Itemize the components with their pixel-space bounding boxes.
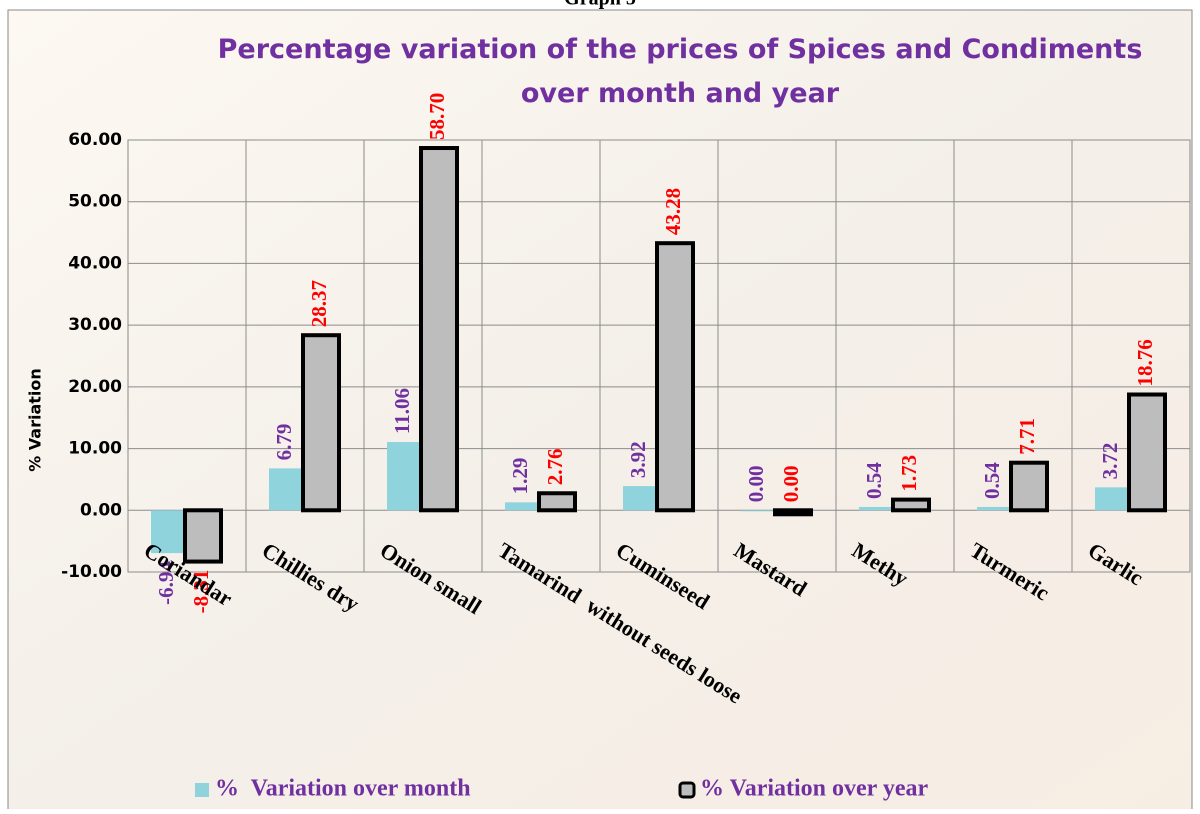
chart: Graph 5 Percentage variation of the pric… [0, 0, 1200, 809]
value-label: 28.37 [307, 280, 331, 327]
value-label: 11.06 [390, 388, 414, 434]
legend-marker [680, 783, 694, 797]
value-label: 0.54 [980, 462, 1004, 499]
year-bar [421, 148, 457, 510]
value-label: 0.54 [862, 462, 886, 499]
title-box: Percentage variation of the prices of Sp… [180, 28, 1180, 138]
y-tick-label: 40.00 [68, 253, 122, 273]
heading: Graph 5 [564, 0, 636, 10]
value-label: 1.73 [897, 455, 921, 492]
year-bar [185, 510, 221, 561]
value-label: 3.92 [626, 441, 650, 478]
month-bar [623, 486, 657, 510]
value-label: 3.72 [1098, 443, 1122, 480]
month-bar [387, 442, 421, 510]
year-bar [893, 500, 929, 511]
y-tick-label: 10.00 [68, 439, 122, 459]
year-bar [775, 510, 811, 514]
y-tick-label: 50.00 [68, 192, 122, 212]
legend-marker [195, 783, 209, 797]
value-label: 58.70 [425, 93, 449, 140]
value-label: 43.28 [661, 188, 685, 235]
value-label: 2.76 [543, 449, 567, 486]
year-bar [303, 335, 339, 510]
year-bar [1129, 395, 1165, 511]
month-bar [741, 510, 775, 511]
y-tick-label: 0.00 [80, 500, 122, 520]
value-label: 0.00 [779, 466, 803, 503]
page: Graph 5 Percentage variation of the pric… [0, 0, 1200, 809]
month-bar [505, 502, 539, 510]
value-label: 1.29 [508, 458, 532, 495]
year-bar [1011, 463, 1047, 511]
year-bar [657, 243, 693, 510]
y-tick-label: 20.00 [68, 377, 122, 397]
month-bar [269, 468, 303, 510]
value-label: 7.71 [1015, 418, 1039, 455]
year-bar [539, 493, 575, 510]
y-tick-label: 60.00 [68, 130, 122, 150]
value-label: 0.00 [744, 466, 768, 503]
y-axis-label: % Variation [26, 368, 45, 472]
legend-label: % Variation over year [700, 776, 929, 802]
value-label: 6.79 [272, 424, 296, 461]
month-bar [859, 507, 893, 510]
y-tick-label: -10.00 [61, 562, 122, 582]
y-tick-label: 30.00 [68, 315, 122, 335]
legend-label: % Variation over month [215, 776, 471, 802]
month-bar [1095, 487, 1129, 510]
chart-title: Percentage variation of the prices of Sp… [180, 28, 1180, 116]
month-bar [977, 507, 1011, 510]
value-label: 18.76 [1133, 339, 1157, 386]
